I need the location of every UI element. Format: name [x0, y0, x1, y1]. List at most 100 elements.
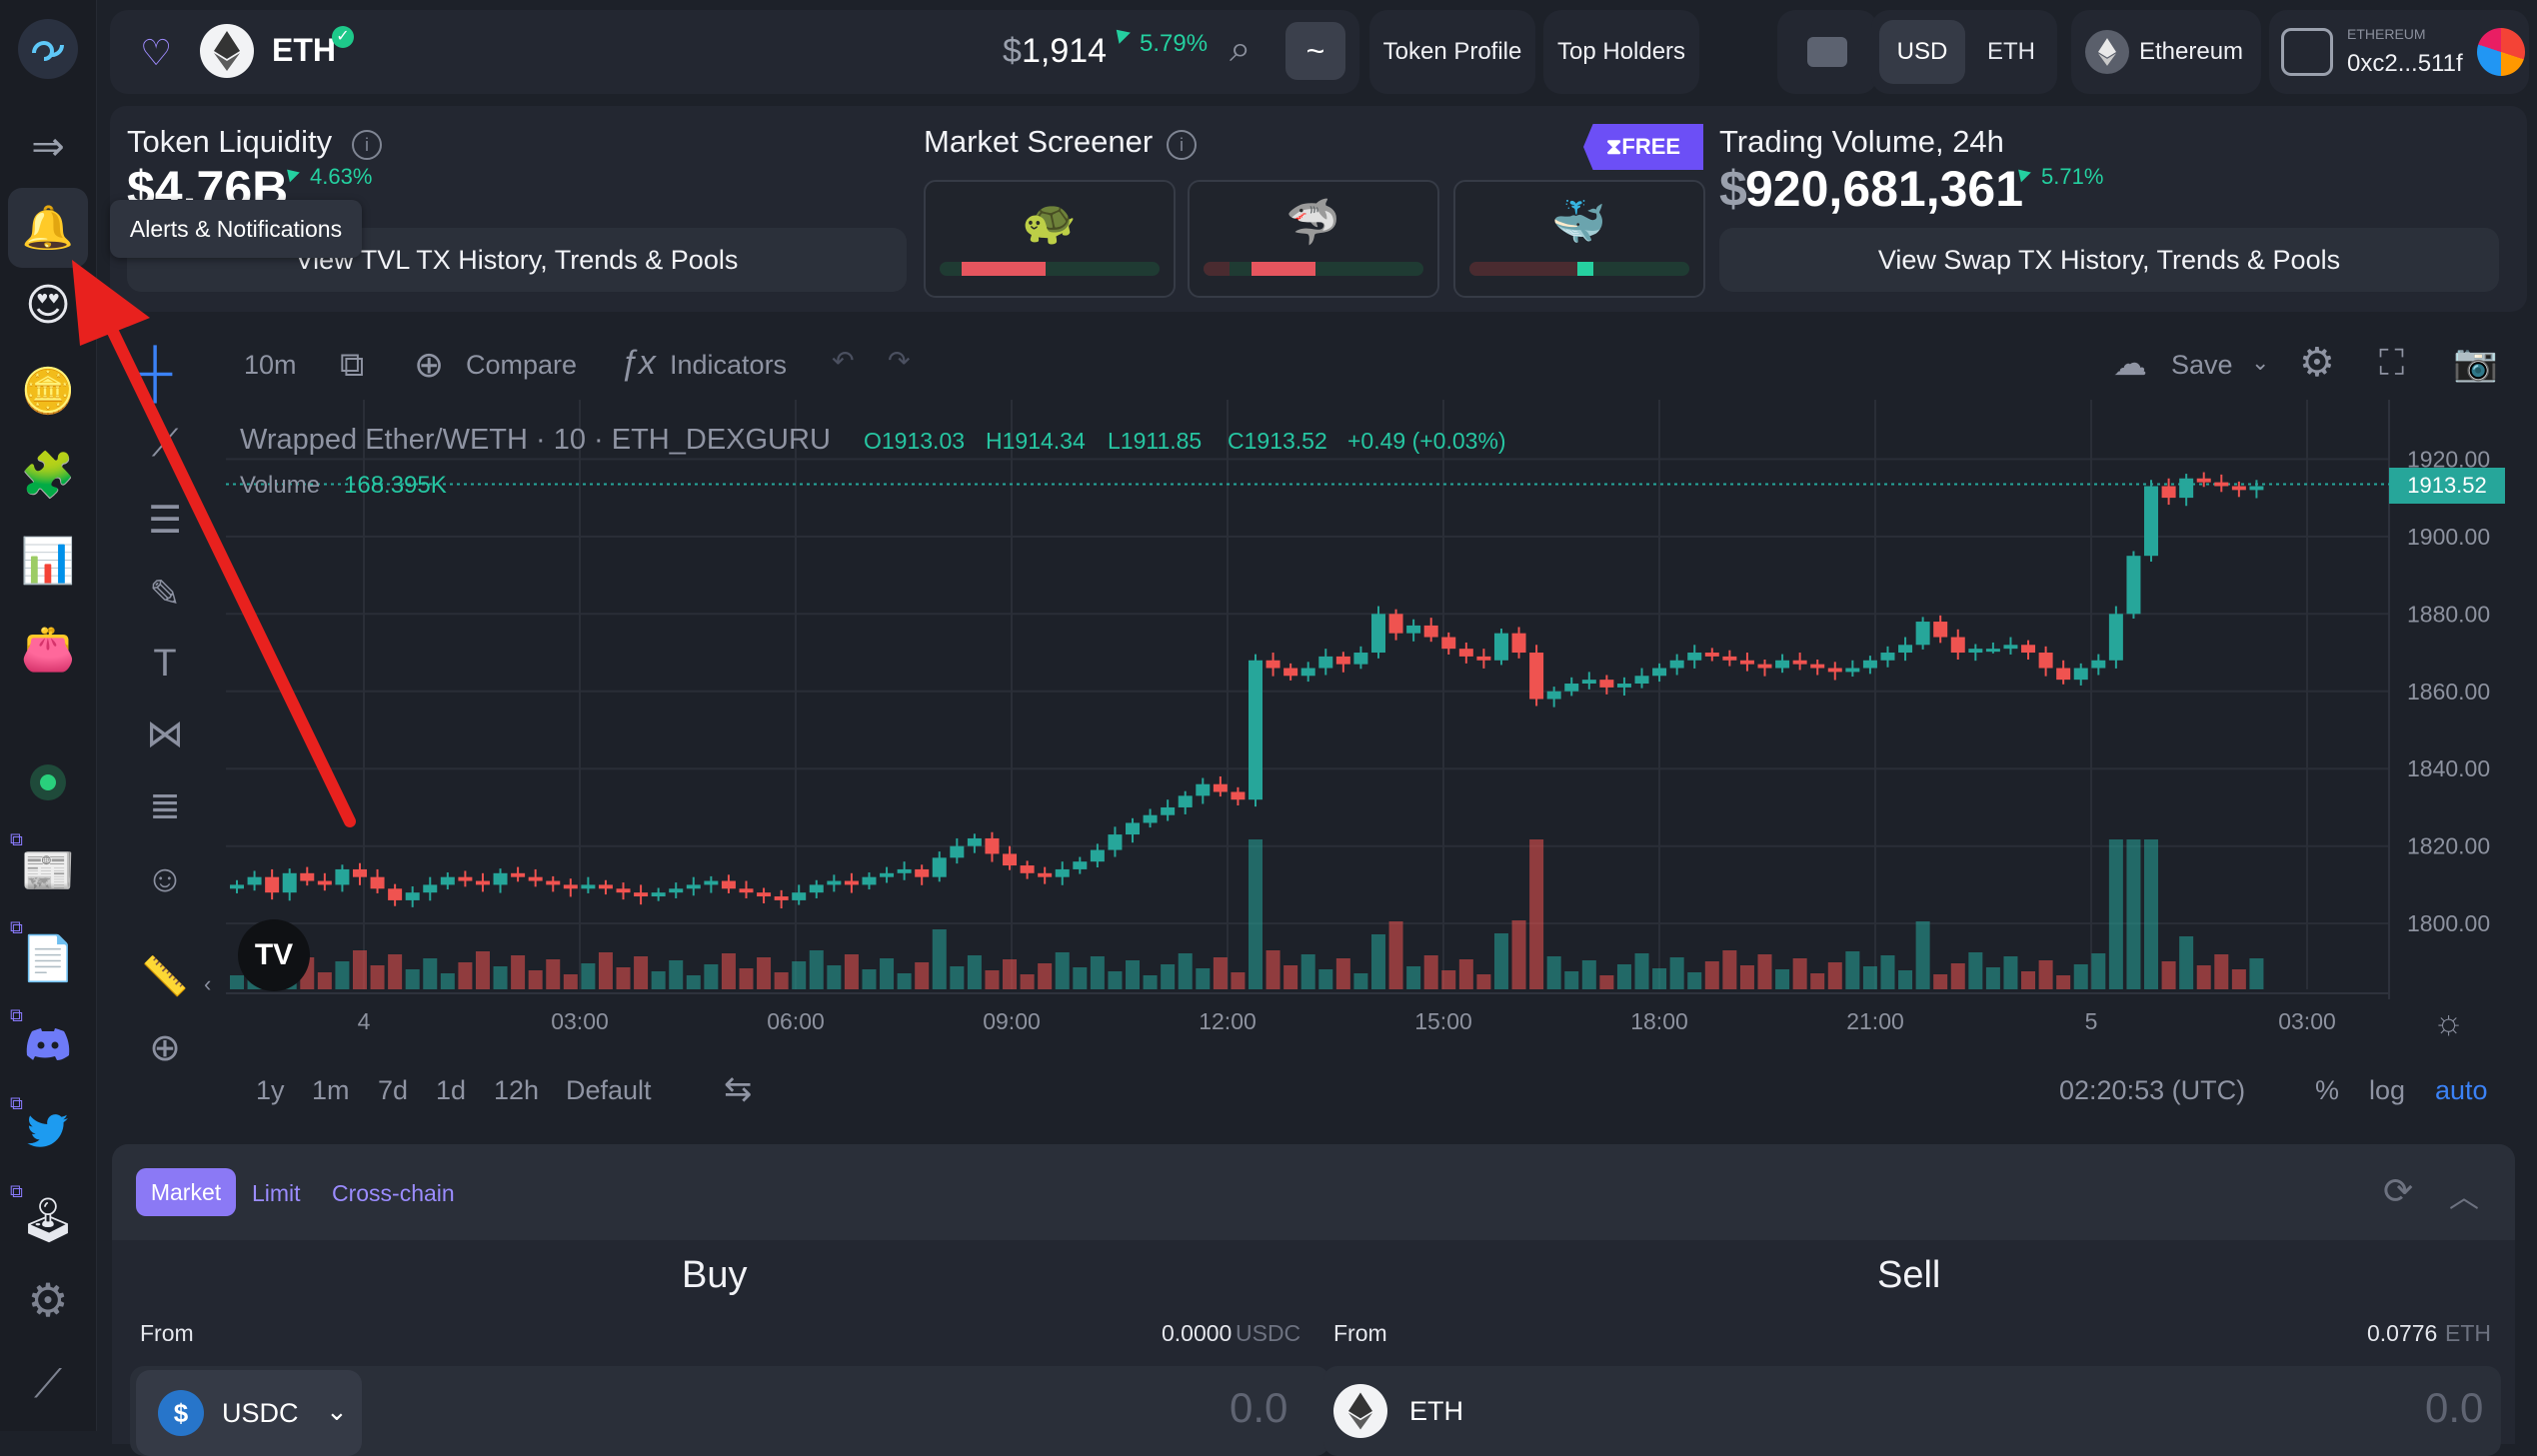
volume-bar — [1687, 972, 1702, 989]
time-tick-label: 09:00 — [983, 1008, 1041, 1034]
candle-body — [686, 884, 701, 889]
volume-bar — [335, 961, 350, 989]
candle-body — [1318, 656, 1333, 669]
info-icon[interactable]: i — [352, 130, 382, 160]
volume-bar — [1792, 958, 1807, 989]
currency-usd-button[interactable]: USD — [1879, 20, 1965, 84]
screener-shark[interactable]: 🦈 — [1188, 180, 1439, 298]
volume-bar — [1950, 963, 1965, 989]
verified-check-icon: ✓ — [332, 26, 354, 48]
sell-title: Sell — [1877, 1254, 1941, 1296]
fullscreen-icon[interactable]: ⛶ — [2379, 342, 2405, 383]
candle-body — [1915, 622, 1930, 646]
layout-toggle-button[interactable] — [1777, 10, 1877, 94]
favorite-heart-icon[interactable]: ♡ — [140, 32, 173, 73]
ruler-tool-icon[interactable]: 📏 — [141, 956, 189, 998]
candle-body — [1353, 653, 1368, 665]
network-selector[interactable]: Ethereum — [2071, 10, 2261, 94]
puzzle-icon[interactable]: 🧩 — [20, 451, 76, 500]
save-button[interactable]: Save — [2171, 350, 2233, 380]
hide-icon[interactable]: ⟋ — [34, 1361, 62, 1406]
undo-icon[interactable]: ↶ — [832, 346, 855, 376]
emoji-tool-icon[interactable]: ☺ — [145, 857, 185, 900]
buy-amount-input[interactable]: 0.0 — [1230, 1384, 1288, 1431]
volume-bar — [317, 972, 332, 989]
indicators-fx-icon[interactable]: ƒx — [620, 344, 656, 382]
period-12h[interactable]: 12h — [494, 1075, 540, 1105]
tab-market[interactable]: Market — [136, 1168, 236, 1216]
screener-whale[interactable]: 🐳 — [1453, 180, 1705, 298]
buy-token-selector[interactable]: $ USDC ⌄ — [136, 1370, 362, 1456]
volume-bar — [2003, 956, 2018, 989]
tradingview-logo-icon[interactable]: TV — [238, 919, 310, 991]
sell-amount-input[interactable]: 0.0 — [2425, 1384, 2484, 1431]
wallet-icon[interactable]: 👛 — [20, 625, 76, 674]
collapse-tools-icon[interactable]: ‹ — [204, 971, 212, 996]
token-profile-button[interactable]: Token Profile — [1369, 10, 1535, 94]
chart-theme-icon[interactable]: ☼ — [2433, 1003, 2465, 1041]
currency-eth-button[interactable]: ETH — [1987, 38, 2035, 65]
candle-body — [1143, 814, 1158, 823]
period-7d[interactable]: 7d — [378, 1075, 409, 1105]
volume-bar — [1898, 970, 1913, 989]
info-icon[interactable]: i — [1167, 130, 1197, 160]
auto-scale-button[interactable]: auto — [2435, 1075, 2488, 1105]
candles — [230, 472, 2264, 909]
volume-bar — [1441, 970, 1456, 989]
tilde-button[interactable]: ~ — [1285, 22, 1345, 80]
period-1d[interactable]: 1d — [436, 1075, 467, 1105]
percent-scale-button[interactable]: % — [2315, 1075, 2340, 1105]
discord-icon[interactable] — [0, 1009, 96, 1079]
tab-crosschain[interactable]: Cross-chain — [332, 1180, 455, 1206]
period-1m[interactable]: 1m — [312, 1075, 350, 1105]
screener-turtle[interactable]: 🐢 — [924, 180, 1176, 298]
volume-bar — [1266, 950, 1280, 989]
status-dot-icon[interactable] — [0, 747, 96, 817]
date-range-icon[interactable]: ⇆ — [724, 1070, 753, 1108]
volume-bar — [739, 968, 754, 989]
log-scale-button[interactable]: log — [2369, 1075, 2406, 1105]
candle-body — [1968, 649, 1983, 654]
candle-body — [1739, 660, 1754, 665]
price-tick-label: 1880.00 — [2407, 601, 2490, 627]
joystick-icon[interactable]: 🕹 — [20, 1196, 76, 1245]
collapse-sidebar-icon[interactable]: ⇒ — [31, 125, 65, 169]
coins-icon[interactable]: 🪙 — [20, 367, 76, 416]
view-swap-button[interactable]: View Swap TX History, Trends & Pools — [1719, 228, 2499, 292]
alerts-button[interactable]: 🔔 — [8, 188, 88, 268]
search-icon[interactable]: ⌕ — [1230, 28, 1252, 70]
external-link-icon: ⧉ — [10, 1005, 23, 1025]
period-default[interactable]: Default — [566, 1075, 652, 1105]
compare-plus-icon[interactable]: ⊕ — [414, 344, 445, 385]
chart-settings-icon[interactable]: ⚙ — [2299, 341, 2335, 385]
wallet-button[interactable]: ETHEREUM 0xc2...511f — [2269, 10, 2529, 94]
news-icon[interactable]: 📰 — [20, 846, 76, 895]
zoom-in-tool-icon[interactable]: ⊕ — [149, 1026, 181, 1069]
chart-icon[interactable]: 📊 — [20, 537, 76, 586]
period-1y[interactable]: 1y — [256, 1075, 285, 1105]
candle-body — [1266, 660, 1280, 669]
buy-sell-bar — [940, 262, 1160, 276]
hot-tokens-icon[interactable]: 😍 — [25, 280, 71, 330]
top-holders-button[interactable]: Top Holders — [1543, 10, 1699, 94]
screenshot-camera-icon[interactable]: 📷 — [2453, 342, 2498, 383]
sell-fill — [1577, 262, 1593, 276]
indicators-button[interactable]: Indicators — [670, 350, 788, 380]
redo-icon[interactable]: ↷ — [888, 346, 911, 376]
docs-icon[interactable]: 📄 — [20, 934, 76, 983]
refresh-icon[interactable]: ⟳ — [2383, 1170, 2414, 1211]
candle-body — [1546, 691, 1561, 700]
price-currency: $ — [1003, 32, 1022, 70]
settings-gear-icon[interactable]: ⚙ — [27, 1274, 69, 1326]
volume-bar — [880, 958, 895, 989]
chevron-up-icon[interactable]: ︿ — [2449, 1181, 2479, 1214]
tab-limit[interactable]: Limit — [252, 1180, 301, 1206]
candle-body — [2126, 556, 2141, 615]
compare-button[interactable]: Compare — [466, 350, 578, 380]
dexguru-logo-icon[interactable] — [0, 14, 96, 84]
chevron-down-icon[interactable]: ⌄ — [2251, 350, 2270, 375]
candle-body — [1775, 660, 1790, 669]
twitter-icon[interactable] — [0, 1097, 96, 1167]
candle-body — [827, 880, 842, 885]
